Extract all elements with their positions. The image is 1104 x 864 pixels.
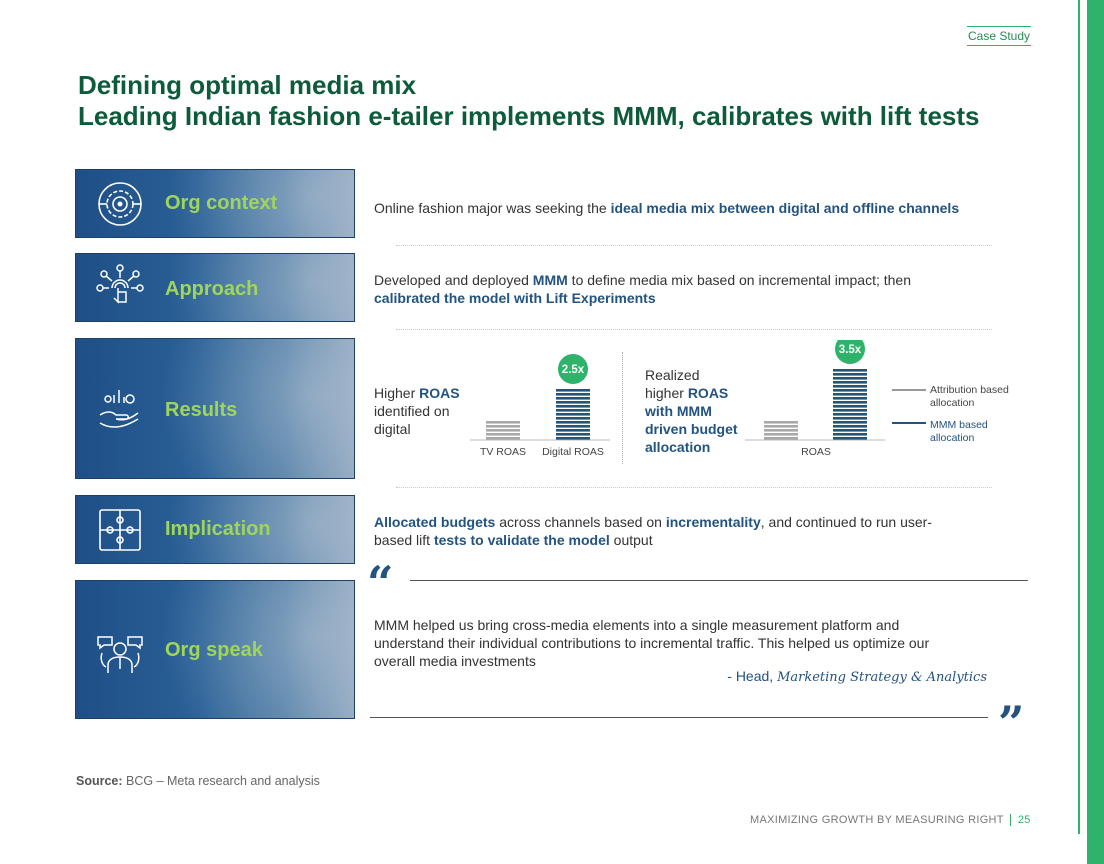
open-quote-icon: “ [367,556,394,610]
results-panel: Results [75,338,355,479]
separator [396,245,992,246]
implication-panel: Implication [75,495,355,564]
footer: MAXIMIZING GROWTH BY MEASURING RIGHT 25 [750,814,1031,826]
accent-bar [1087,0,1104,864]
footer-text: MAXIMIZING GROWTH BY MEASURING RIGHT [750,814,1004,826]
chart-1-caption: Higher ROAS identified on digital [374,385,460,437]
quote-attribution: - Head, Marketing Strategy & Analytics [727,668,987,685]
chart-1-bar-1 [556,389,590,440]
chart-1-tick-0: TV ROAS [480,446,526,458]
legend-label-attribution: Attribution based [930,384,1009,396]
chart-2: 3.5x ROAS [745,340,885,458]
svg-text:2.5x: 2.5x [562,364,585,376]
chart-1-tick-1: Digital ROAS [542,446,604,458]
org-context-text: Online fashion major was seeking the ide… [374,200,960,216]
chart-1-data-label-1: 2.5x [558,354,588,384]
separator [396,329,992,330]
org-context-panel: Org context [75,169,355,238]
puzzle-icon [99,509,141,551]
title-line-1: Defining optimal media mix [78,70,417,100]
approach-text: Developed and deployed MMM to define med… [374,272,911,306]
chart-2-legend: Attribution based allocation MMM based a… [892,384,1009,444]
results-label: Results [165,399,238,421]
page-title: Defining optimal media mix Leading India… [78,70,979,132]
org-context-label: Org context [165,192,278,214]
case-study-tag: Case Study [967,26,1032,46]
implication-text: Allocated budgets across channels based … [374,514,932,548]
org-speak-label: Org speak [165,639,263,661]
target-icon [98,182,142,226]
separator [396,487,992,488]
legend-label-mmm: MMM based [930,419,988,431]
source-note: Source: BCG – Meta research and analysis [76,774,320,788]
approach-label: Approach [165,278,259,300]
implication-label: Implication [165,518,271,540]
svg-text:3.5x: 3.5x [839,344,862,356]
chart-1-bar-0 [486,421,520,440]
chart-2-data-label-1: 3.5x [835,340,865,364]
chart-2-tick-0: ROAS [801,446,831,458]
org-speak-panel: Org speak [75,580,355,719]
legend-label-attribution-2: allocation [930,397,975,409]
close-quote-icon: ” [998,696,1025,750]
title-line-2: Leading Indian fashion e-tailer implemen… [78,101,980,131]
page-number: 25 [1009,814,1031,826]
chart-2-bar-1 [833,369,867,440]
org-speak-quote: MMM helped us bring cross-media elements… [374,617,930,669]
chart-1: TV ROAS 2.5x Digital ROAS [470,354,610,458]
legend-label-mmm-2: allocation [930,432,975,444]
hand-chart-icon [99,390,139,428]
chart-divider [622,352,623,464]
chart-2-bar-0 [764,421,798,440]
approach-panel: Approach [75,253,355,322]
accent-line [1078,0,1080,834]
quote-rule-bottom [370,717,988,718]
quote-rule-top [410,580,1028,581]
speaker-icon [97,636,143,673]
hand-network-icon [96,264,144,304]
chart-2-caption: Realized higher ROAS with MMM driven bud… [645,367,738,455]
